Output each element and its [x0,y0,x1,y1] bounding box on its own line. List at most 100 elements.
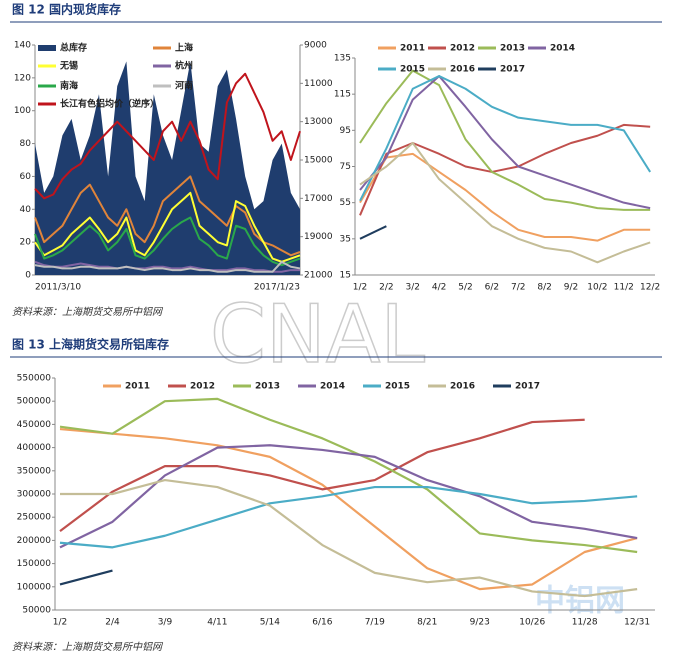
x-tick-label: 3/9 [158,618,173,628]
y-tick-label: 300000 [17,490,52,500]
legend-label: 2017 [515,382,540,392]
x-tick-label: 2011/3/10 [35,283,81,293]
line [34,72,301,200]
x-tick-label: 10/26 [519,618,545,628]
y-tick-label: 75 [340,162,351,172]
y2-tick-label: 15000 [304,156,333,166]
legend-label: 2012 [450,44,475,54]
y-tick-label: 95 [340,126,351,136]
x-tick-label: 6/2 [485,283,499,293]
legend-swatch [38,45,56,51]
y2-tick-label: 19000 [304,232,333,242]
legend-label: 2016 [450,382,475,392]
x-tick-label: 3/2 [406,283,420,293]
y-tick-label: 80 [20,139,32,149]
legend-label: 上海 [175,42,193,54]
x-tick-label: 4/2 [432,283,446,293]
y-tick-label: 550000 [17,374,52,384]
line [59,569,113,586]
legend-label: 2012 [190,382,215,392]
line [34,260,300,273]
x-tick-label: 1/2 [53,618,67,628]
x-tick-label: 2/4 [105,618,120,628]
line [34,191,301,263]
legend-label: 2013 [255,382,280,392]
y-tick-label: 20 [20,238,32,248]
caption: 图 13 上海期货交易所铝库存 [12,337,169,352]
legend-label: 2014 [320,382,345,392]
x-tick-label: 9/23 [470,618,490,628]
y-tick-label: 55 [340,198,351,208]
y-tick-label: 100 [14,106,31,116]
x-tick-label: 10/2 [587,283,607,293]
y-tick-label: 135 [334,54,351,64]
line [359,69,651,211]
legend-label: 长江有色铝均价（逆序） [60,98,159,110]
line [359,75,652,202]
source: 资料来源：上海期货交易所中铝网 [12,641,164,653]
x-tick-label: 5/2 [458,283,472,293]
y-tick-label: 35 [340,234,351,244]
y-tick-label: 200000 [17,536,52,546]
x-tick-label: 12/2 [640,283,660,293]
line [34,175,301,257]
y-tick-label: 400000 [17,443,52,453]
y-tick-label: 15 [340,271,351,281]
y-tick-label: 450000 [17,420,52,430]
line [359,123,651,216]
y-tick-label: 115 [334,90,351,100]
y-tick-label: 250000 [17,513,52,523]
y-tick-label: 50000 [22,606,51,616]
line [59,427,638,591]
area [35,61,300,275]
y2-tick-label: 9000 [304,41,327,51]
legend-label: 2014 [550,44,575,54]
legend-label: 杭州 [175,60,193,72]
line [359,141,651,264]
legend-label: 2016 [450,65,475,75]
line [359,152,651,242]
x-tick-label: 12/31 [624,618,650,628]
line [59,485,638,549]
x-tick-label: 7/19 [365,618,385,628]
legend-label: 2011 [125,382,150,392]
line [60,478,638,598]
legend-label: 2013 [500,44,525,54]
legend-label: 南海 [60,80,78,92]
x-tick-label: 2/2 [379,283,393,293]
x-tick-label: 1/2 [353,283,367,293]
legend-label: 总库存 [60,42,87,54]
legend-label: 2015 [400,65,425,75]
y-tick-label: 150000 [17,559,52,569]
legend-label: 2017 [500,65,525,75]
x-tick-label: 9/2 [564,283,578,293]
legend-label: 河南 [175,80,193,92]
y-tick-label: 40 [20,205,32,215]
x-tick-label: 4/11 [207,618,227,628]
y2-tick-label: 13000 [304,117,333,127]
line [34,260,301,273]
caption: 图 12 国内现货库存 [12,2,121,17]
source: 资料来源：上海期货交易所中铝网 [12,306,164,318]
legend-label: 2011 [400,44,425,54]
y-tick-label: 100000 [17,582,52,592]
watermark: CNAL [210,288,425,381]
legend-label: 2015 [385,382,410,392]
line [359,75,651,210]
x-tick-label: 2017/1/23 [254,283,300,293]
y2-tick-label: 17000 [304,194,333,204]
line [59,397,638,554]
y-tick-label: 500000 [17,397,52,407]
x-tick-label: 5/14 [260,618,280,628]
x-tick-label: 6/16 [312,618,332,628]
y-tick-label: 140 [14,41,31,51]
x-tick-label: 8/21 [417,618,437,628]
line [59,444,638,549]
y-tick-label: 350000 [17,466,52,476]
y-tick-label: 120 [14,73,31,83]
x-tick-label: 11/28 [572,618,598,628]
x-tick-label: 11/2 [614,283,634,293]
y-tick-label: 0 [25,271,31,281]
y2-tick-label: 11000 [304,79,333,89]
